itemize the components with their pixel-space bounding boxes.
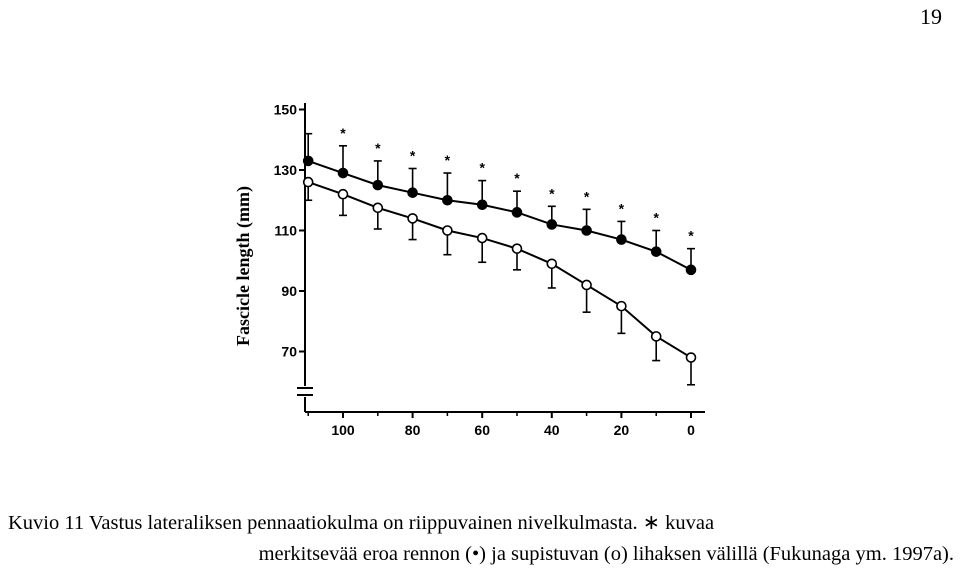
data-point-filled: [442, 194, 453, 206]
significance-star: *: [619, 200, 625, 216]
data-point-open: [650, 331, 662, 342]
data-point-filled: [302, 155, 314, 167]
significance-star: *: [584, 188, 590, 204]
series-line: [307, 181, 692, 359]
data-point-open: [616, 300, 627, 312]
data-point-filled: [511, 207, 523, 218]
data-point-filled: [337, 167, 349, 179]
significance-star: *: [375, 140, 381, 156]
x-tick-label: 60: [474, 422, 490, 438]
y-tick-label: 70: [281, 344, 297, 360]
caption-line-2: merkitsevää eroa rennon (•) ja supistuva…: [258, 543, 954, 565]
y-tick-label: 150: [274, 102, 298, 118]
figure-caption: Kuvio 11 Vastus lateraliksen pennaatioku…: [8, 508, 958, 570]
x-tick-label: 100: [331, 422, 355, 438]
data-point-open: [511, 243, 523, 254]
page-number: 19: [920, 4, 942, 29]
significance-star: *: [340, 125, 346, 141]
y-tick-label: 90: [281, 283, 297, 299]
data-point-open: [302, 176, 314, 188]
data-point-filled: [372, 179, 384, 191]
data-point-filled: [476, 199, 488, 211]
significance-star: *: [514, 170, 520, 186]
x-tick-label: 20: [614, 422, 630, 438]
data-point-filled: [581, 225, 592, 236]
significance-star: *: [479, 160, 485, 176]
data-point-open: [685, 352, 697, 363]
data-point-open: [407, 213, 418, 224]
data-point-open: [337, 188, 349, 200]
data-point-open: [546, 258, 558, 270]
data-point-open: [476, 232, 488, 244]
data-point-filled: [650, 246, 662, 257]
data-point-open: [581, 279, 592, 291]
y-axis-title: Fascicle length (mm): [233, 186, 254, 346]
significance-star: *: [445, 152, 451, 168]
significance-star: *: [410, 147, 416, 163]
x-tick-label: 40: [544, 422, 560, 438]
y-tick-label: 130: [274, 162, 298, 178]
y-tick-label: 110: [274, 223, 297, 239]
series-line: [307, 159, 692, 271]
x-tick-label: 0: [687, 422, 695, 438]
x-tick-label: 80: [405, 422, 421, 438]
significance-star: *: [688, 228, 694, 244]
fascicle-length-chart: 150 130 110 90 70 100 80 60 40 20 0 Fascicle length…: [233, 102, 705, 438]
data-point-open: [372, 202, 384, 214]
data-point-filled: [685, 264, 697, 276]
caption-line-1: Kuvio 11 Vastus lateraliksen pennaatioku…: [8, 512, 715, 534]
data-point-filled: [616, 234, 627, 245]
significance-star: *: [549, 185, 555, 201]
data-point-open: [442, 225, 453, 236]
data-point-filled: [407, 187, 418, 198]
data-point-filled: [546, 219, 558, 230]
significance-star: *: [653, 210, 659, 226]
